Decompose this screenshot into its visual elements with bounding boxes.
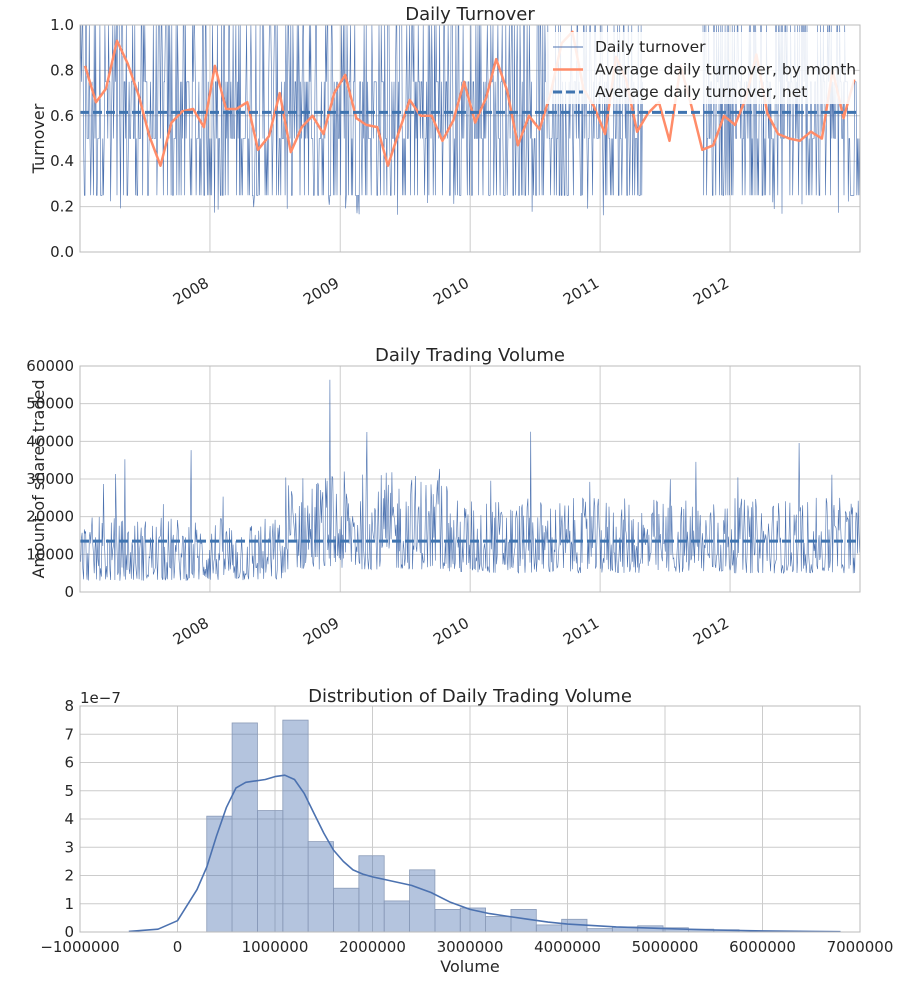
histogram-bar	[485, 916, 512, 933]
panel-2: 0 10000 20000 30000 40000 50000 60000 2008 2009 2…	[26, 345, 861, 649]
x-tick-label: 2010	[430, 274, 472, 309]
y-tick-label: 8	[64, 697, 74, 715]
x-tick-label: 2009	[300, 614, 342, 649]
y-tick-label: 2	[64, 867, 74, 885]
histogram-bar	[586, 928, 613, 933]
y-scale-label: 1e−7	[80, 689, 121, 707]
histogram-bar	[257, 810, 284, 933]
x-tick-label: 5000000	[632, 938, 699, 956]
histogram-bar	[358, 855, 385, 933]
legend: Daily turnover Average daily turnover, by…	[546, 32, 856, 104]
y-tick-label: 3	[64, 838, 74, 856]
chart-title: Distribution of Daily Trading Volume	[308, 686, 632, 707]
legend-entry: Daily turnover	[595, 38, 706, 56]
histogram-bar	[231, 722, 258, 933]
monthly-average-line	[83, 30, 856, 167]
y-tick-label: 30000	[26, 470, 74, 488]
plot-frame	[79, 365, 861, 593]
histogram-bar	[333, 887, 360, 933]
histogram-bar	[383, 900, 410, 933]
histogram-bar	[510, 909, 537, 933]
x-tick-label: 2008	[170, 614, 212, 649]
y-axis-label: Turnover	[29, 103, 48, 174]
legend-entry: Average daily turnover, net	[595, 83, 807, 101]
y-axis-label: Amount of shares traded	[29, 379, 48, 578]
histogram-bar	[282, 719, 309, 933]
y-tick-label: 0	[64, 923, 74, 941]
y-tick-label: 1.0	[50, 16, 74, 34]
y-tick-label: 50000	[26, 395, 74, 413]
x-tick-label: 2012	[690, 274, 732, 309]
plot-frame	[79, 705, 861, 933]
x-tick-label: 2010	[430, 614, 472, 649]
y-tick-label: 10000	[26, 545, 74, 563]
y-tick-label: 0.2	[50, 198, 74, 216]
x-tick-label: −1000000	[40, 938, 119, 956]
y-tick-label: 6	[64, 754, 74, 772]
y-tick-label: 0	[64, 583, 74, 601]
y-tick-label: 0.6	[50, 107, 74, 125]
y-tick-label: 1	[64, 895, 74, 913]
y-tick-label: 4	[64, 810, 74, 828]
x-tick-label: 3000000	[437, 938, 504, 956]
histogram-bar	[409, 869, 436, 933]
x-tick-label: 2012	[690, 614, 732, 649]
y-tick-label: 5	[64, 782, 74, 800]
y-tick-label: 7	[64, 725, 74, 743]
y-tick-label: 0.4	[50, 152, 74, 170]
gridlines	[79, 705, 861, 933]
y-tick-label: 0.0	[50, 243, 74, 261]
x-tick-label: 0	[173, 938, 183, 956]
daily-series-line	[79, 379, 860, 581]
legend-box	[546, 32, 854, 104]
x-axis-label: Volume	[440, 957, 500, 976]
panel-1: 0.0 0.2 0.4 0.6 0.8 1.0 2008 2009 2010 2011 2012 Da…	[29, 4, 861, 309]
kde-curve	[128, 774, 841, 933]
y-tick-label: 60000	[26, 357, 74, 375]
x-tick-label: 1000000	[242, 938, 309, 956]
histogram-bar	[535, 924, 563, 933]
x-tick-label: 2011	[560, 274, 602, 309]
x-tick-label: 2000000	[339, 938, 406, 956]
y-tick-label: 20000	[26, 508, 74, 526]
y-tick-label: 0.8	[50, 61, 74, 79]
x-tick-label: 4000000	[534, 938, 601, 956]
y-tick-label: 40000	[26, 432, 74, 450]
x-tick-label: 2008	[170, 274, 212, 309]
legend-entry: Average daily turnover, by month	[595, 61, 856, 79]
x-tick-label: 7000000	[827, 938, 894, 956]
histogram-bar	[307, 841, 334, 933]
plot-frame	[79, 24, 861, 253]
x-tick-label: 2011	[560, 614, 602, 649]
chart-title: Daily Trading Volume	[375, 345, 565, 366]
chart-title: Daily Turnover	[405, 4, 535, 25]
histogram-bar	[434, 909, 461, 933]
histogram-bar	[206, 815, 233, 933]
x-tick-label: 6000000	[729, 938, 796, 956]
x-tick-label: 2009	[300, 274, 342, 309]
